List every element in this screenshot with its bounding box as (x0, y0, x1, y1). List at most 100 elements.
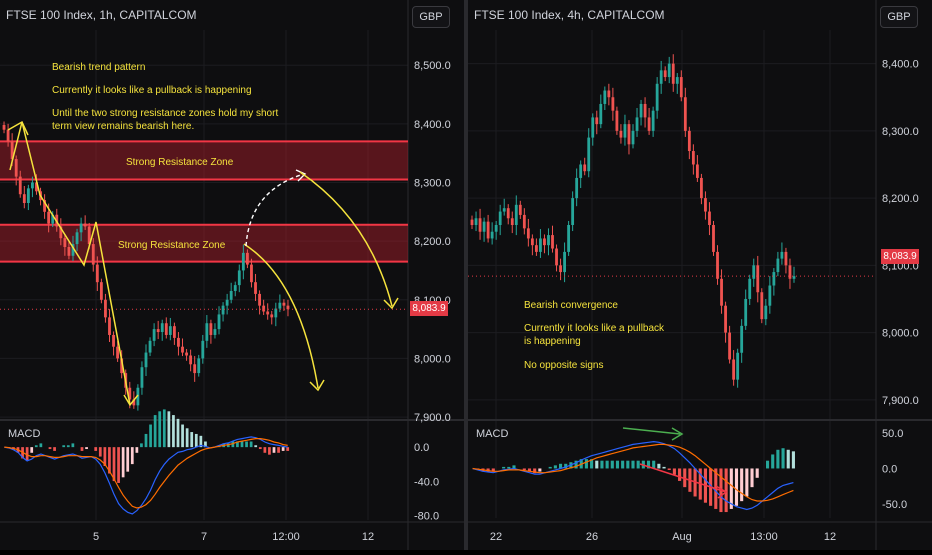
candle-body-58 (237, 270, 241, 286)
candle-body-31 (128, 387, 132, 400)
candle-body-67 (740, 325, 744, 353)
candle-body-52 (679, 77, 683, 98)
candle-body-0 (470, 219, 474, 225)
candle-body-14 (59, 226, 63, 239)
candle-body-48 (663, 70, 667, 78)
candle-body-63 (724, 305, 727, 333)
projection-arrow-pullback (295, 169, 307, 182)
price-tick-label-4: 8,000.0 (882, 328, 919, 340)
candle-body-23 (95, 264, 99, 283)
candle-body-27 (112, 334, 115, 347)
candle-body-2 (478, 218, 482, 232)
candle-body-25 (571, 198, 575, 225)
candle-body-72 (760, 292, 764, 320)
left-chart-panel[interactable]: 8,500.08,400.08,300.08,200.08,100.08,000… (0, 0, 464, 550)
price-tick-label-3: 8,200.0 (414, 236, 451, 248)
candle-body-46 (189, 355, 193, 365)
left-chart-svg: 8,500.08,400.08,300.08,200.08,100.08,000… (0, 0, 464, 550)
candle-body-32 (132, 399, 136, 406)
left-note-1: Bearish trend pattern (52, 62, 146, 73)
candle-body-66 (736, 352, 740, 380)
candle-body-12 (518, 204, 522, 215)
candle-body-41 (635, 117, 639, 131)
candle-body-44 (181, 346, 184, 353)
candle-body-49 (667, 63, 671, 78)
left-macd-label: MACD (8, 428, 41, 440)
convergence-line-histogram (639, 463, 727, 493)
time-tick-label-4: 12 (824, 531, 836, 543)
right-currency-button[interactable]: GBP (880, 6, 918, 28)
candle-body-5 (490, 231, 494, 239)
price-tick-label-2: 8,200.0 (882, 193, 919, 205)
candle-body-43 (643, 103, 647, 118)
time-tick-label-3: 13:00 (750, 531, 778, 543)
candle-body-19 (547, 235, 550, 246)
candle-body-15 (63, 238, 67, 247)
candle-body-65 (266, 311, 270, 315)
candle-body-57 (700, 177, 703, 199)
right-chart-panel[interactable]: 8,400.0 8,300.0 8,200.0 8,100.0 8,000.0 7,900… (468, 0, 932, 550)
resistance-zone-label-lower: Strong Resistance Zone (118, 240, 226, 251)
time-tick-label-2: Aug (672, 531, 692, 543)
candle-body-53 (217, 314, 221, 330)
candle-body-55 (225, 299, 229, 306)
candle-body-70 (286, 305, 290, 310)
price-tick-label-0: 8,400.0 (882, 59, 919, 71)
candle-body-61 (716, 251, 719, 279)
left-note-2: Currently it looks like a pullback is ha… (52, 85, 252, 96)
candle-body-50 (671, 63, 675, 84)
candle-body-74 (768, 285, 772, 306)
candle-body-67 (274, 308, 278, 318)
candle-body-71 (756, 265, 760, 293)
candle-body-68 (278, 302, 282, 309)
time-tick-label-1: 26 (586, 531, 598, 543)
candle-body-58 (704, 198, 707, 212)
projection-curve-pullback (245, 173, 305, 247)
candle-body-54 (221, 305, 225, 315)
candle-body-42 (639, 103, 643, 118)
candle-body-28 (583, 164, 587, 172)
candle-body-8 (35, 182, 38, 192)
candle-body-52 (213, 329, 217, 335)
panel-divider[interactable] (464, 0, 468, 550)
candle-body-20 (83, 223, 87, 227)
bearish-pattern-zigzag (9, 121, 131, 406)
candle-body-29 (120, 358, 124, 374)
candle-body-50 (205, 323, 209, 341)
candle-body-45 (651, 110, 655, 131)
candle-body-10 (510, 218, 514, 225)
candle-body-44 (647, 117, 651, 131)
macd-tick-label-2: -50.0 (882, 499, 907, 511)
candle-body-59 (241, 252, 245, 271)
candle-body-56 (695, 164, 699, 178)
price-tick-label-6: 7,900.0 (414, 412, 451, 424)
candle-body-38 (156, 329, 160, 333)
candle-body-27 (579, 164, 583, 178)
candle-body-69 (282, 302, 286, 306)
candle-body-41 (168, 326, 172, 335)
right-chart-svg: 8,400.08,300.08,200.08,100.08,000.07,900… (468, 0, 932, 550)
candle-body-17 (539, 238, 542, 252)
candle-body-16 (67, 246, 71, 256)
divergence-arrow-macd (671, 427, 684, 441)
price-tick-label-5: 7,900.0 (882, 395, 919, 407)
candle-body-26 (108, 317, 111, 335)
candle-body-70 (752, 265, 756, 279)
candle-body-35 (144, 352, 148, 368)
candle-body-28 (116, 346, 120, 359)
candle-body-33 (603, 90, 607, 104)
candle-body-9 (506, 208, 510, 219)
candle-body-0 (2, 125, 6, 130)
candle-body-64 (728, 332, 732, 360)
candle-body-10 (43, 200, 47, 212)
resistance-zone-0 (0, 141, 408, 180)
candle-body-24 (99, 282, 103, 300)
candle-body-62 (720, 278, 723, 306)
left-currency-button[interactable]: GBP (412, 6, 450, 28)
candle-body-6 (26, 188, 30, 204)
candle-body-8 (502, 208, 506, 212)
candle-body-4 (486, 221, 490, 239)
candle-body-35 (611, 97, 615, 111)
candle-body-5 (22, 194, 26, 204)
candle-body-14 (526, 228, 530, 239)
